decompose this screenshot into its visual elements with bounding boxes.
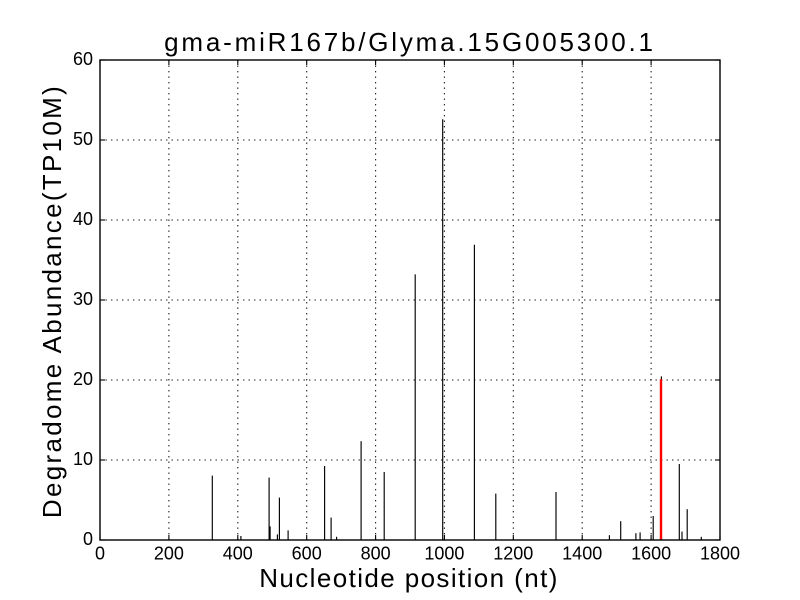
svg-text:Nucleotide position (nt): Nucleotide position (nt): [259, 563, 559, 593]
svg-text:0: 0: [95, 544, 105, 564]
svg-text:gma-miR167b/Glyma.15G005300.1: gma-miR167b/Glyma.15G005300.1: [164, 27, 656, 57]
svg-text:1800: 1800: [700, 544, 740, 564]
svg-text:60: 60: [73, 49, 93, 69]
svg-text:40: 40: [73, 209, 93, 229]
svg-text:1400: 1400: [562, 544, 602, 564]
svg-text:200: 200: [154, 544, 184, 564]
svg-text:10: 10: [73, 449, 93, 469]
svg-text:800: 800: [361, 544, 391, 564]
svg-text:1000: 1000: [424, 544, 464, 564]
svg-text:400: 400: [223, 544, 253, 564]
svg-text:600: 600: [292, 544, 322, 564]
svg-text:30: 30: [73, 289, 93, 309]
svg-text:1200: 1200: [493, 544, 533, 564]
svg-text:50: 50: [73, 129, 93, 149]
svg-text:Degradome Abundance(TP10M): Degradome Abundance(TP10M): [37, 84, 67, 518]
svg-text:1600: 1600: [631, 544, 671, 564]
svg-text:0: 0: [83, 529, 93, 549]
svg-text:20: 20: [73, 369, 93, 389]
